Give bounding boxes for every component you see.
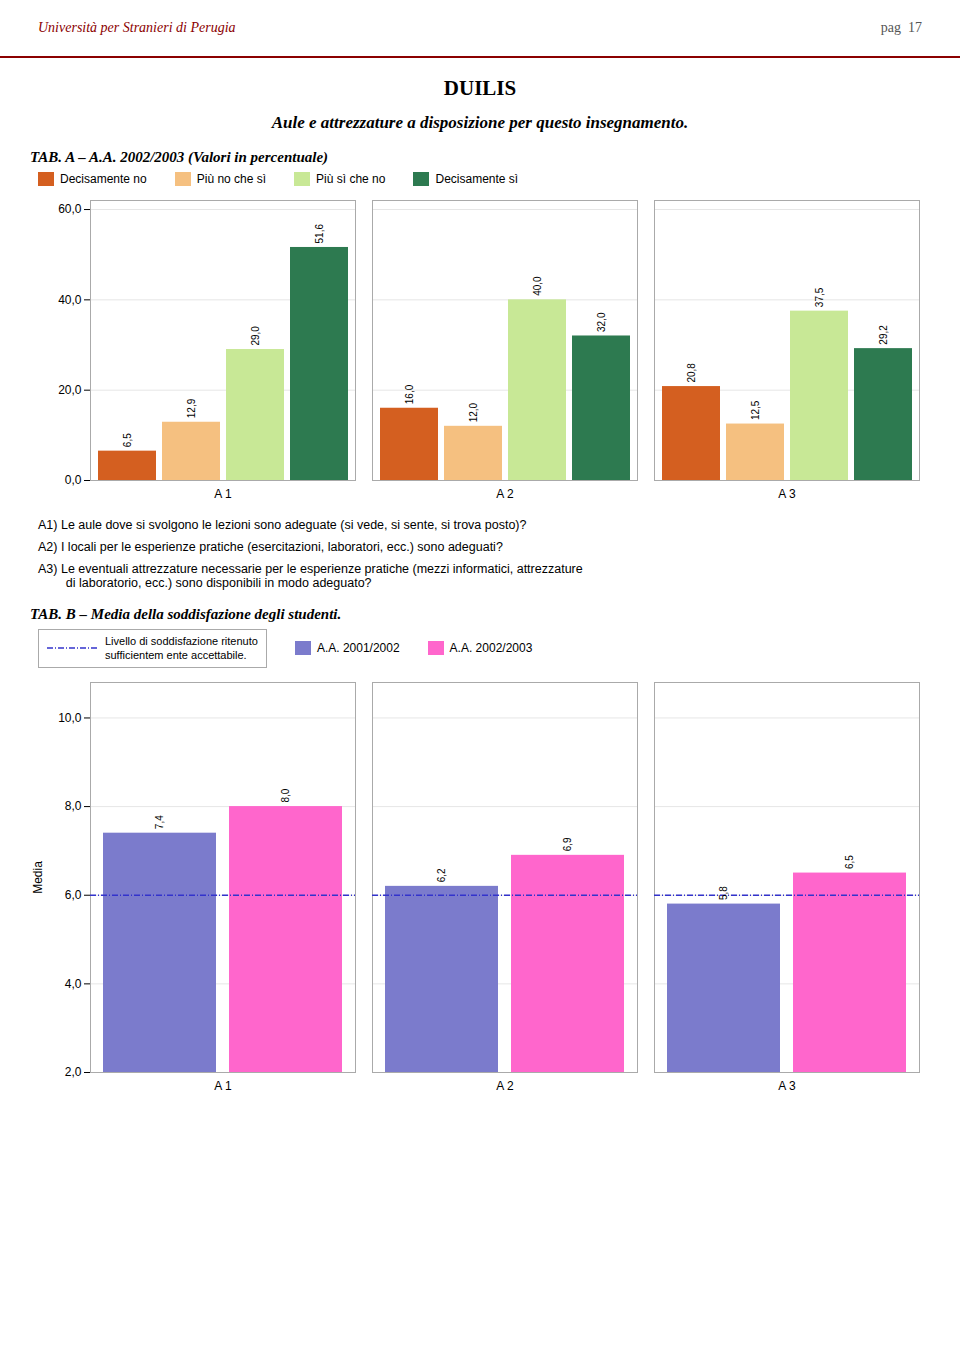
html-text:A.A. 2002/2003: A.A. 2002/2003 — [449, 641, 533, 656]
svg-text:12,0: 12,0 — [468, 402, 479, 422]
html-text:Più no che sì: Più no che sì — [196, 172, 267, 186]
svg-text:2,0: 2,0 — [65, 1065, 82, 1079]
svg-text:A 1: A 1 — [214, 487, 232, 501]
html-text:pag 17: pag 17 — [880, 20, 922, 35]
html-text:A3) Le eventuali attrezzature: A3) Le eventuali attrezzature necessarie… — [38, 562, 583, 590]
svg-text:40,0: 40,0 — [532, 276, 543, 296]
html-text:TAB. B – Media della soddisfaz: TAB. B – Media della soddisfazione degli… — [30, 606, 342, 622]
svg-text:37,5: 37,5 — [814, 287, 825, 307]
svg-text:8,0: 8,0 — [280, 788, 291, 802]
svg-text:A 2: A 2 — [496, 487, 514, 501]
svg-text:6,5: 6,5 — [844, 854, 855, 868]
svg-text:20,8: 20,8 — [686, 363, 697, 383]
svg-text:29,0: 29,0 — [250, 326, 261, 346]
html-text:Decisamente no: Decisamente no — [60, 172, 147, 186]
svg-text:Media: Media — [31, 860, 45, 893]
svg-text:51,6: 51,6 — [314, 224, 325, 244]
svg-text:60,0: 60,0 — [58, 202, 82, 216]
svg-text:A 2: A 2 — [496, 1079, 514, 1093]
svg-text:A 3: A 3 — [778, 487, 796, 501]
html-text:TAB. A – A.A. 2002/2003 (Valor: TAB. A – A.A. 2002/2003 (Valori in perce… — [30, 149, 329, 165]
svg-text:12,9: 12,9 — [186, 398, 197, 418]
html-text:Decisamente sì: Decisamente sì — [435, 172, 519, 186]
html-text:A1) Le aule dove si svolgono l: A1) Le aule dove si svolgono le lezioni … — [38, 518, 527, 532]
svg-text:4,0: 4,0 — [65, 976, 82, 990]
svg-text:0,0: 0,0 — [65, 473, 82, 487]
svg-text:5,8: 5,8 — [718, 885, 729, 899]
svg-text:16,0: 16,0 — [404, 384, 415, 404]
svg-text:A 1: A 1 — [214, 1079, 232, 1093]
svg-text:29,2: 29,2 — [878, 325, 889, 345]
svg-text:6,0: 6,0 — [65, 888, 82, 902]
svg-text:8,0: 8,0 — [65, 799, 82, 813]
svg-text:A 3: A 3 — [778, 1079, 796, 1093]
svg-text:32,0: 32,0 — [596, 312, 607, 332]
svg-text:40,0: 40,0 — [58, 293, 82, 307]
html-text:A.A. 2001/2002: A.A. 2001/2002 — [316, 641, 400, 656]
html-text:DUILIS: DUILIS — [443, 76, 517, 100]
svg-text:7,4: 7,4 — [154, 814, 165, 828]
html-text:Più sì che no: Più sì che no — [316, 172, 386, 186]
html-text:Università per Stranieri di Pe: Università per Stranieri di Perugia — [38, 20, 236, 35]
svg-text:12,5: 12,5 — [750, 400, 761, 420]
svg-text:6,5: 6,5 — [122, 433, 133, 447]
html-text:Aule e attrezzature a disposiz: Aule e attrezzature a disposizione per q… — [271, 113, 689, 132]
svg-text:6,9: 6,9 — [562, 837, 573, 851]
html-text:Livello di soddisfazione riten: Livello di soddisfazione ritenuto suffic… — [105, 635, 258, 662]
svg-text:10,0: 10,0 — [58, 710, 82, 724]
svg-text:6,2: 6,2 — [436, 868, 447, 882]
html-text:A2) I locali per le esperienze: A2) I locali per le esperienze pratiche … — [38, 540, 503, 554]
svg-text:20,0: 20,0 — [58, 383, 82, 397]
